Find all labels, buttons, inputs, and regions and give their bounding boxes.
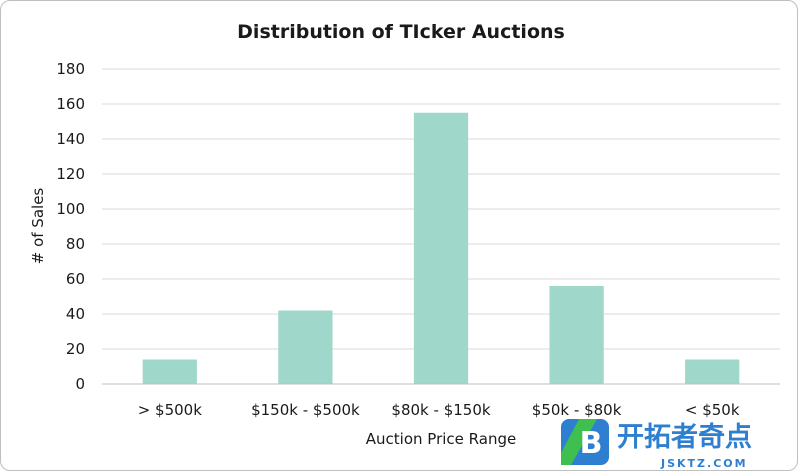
- y-tick-label: 0: [75, 375, 85, 393]
- y-tick-label: 180: [56, 60, 85, 78]
- y-tick-label: 40: [66, 305, 85, 323]
- x-tick-label: $150k - $500k: [251, 401, 360, 419]
- bar: [278, 310, 333, 384]
- x-tick-label: $80k - $150k: [391, 401, 490, 419]
- y-tick-label: 120: [56, 165, 85, 183]
- y-tick-label: 100: [56, 200, 85, 218]
- watermark: B 开拓者奇点 JSKTZ.COM: [561, 419, 752, 470]
- bar: [549, 286, 604, 384]
- bar: [142, 359, 197, 384]
- chart-title: Distribution of TIcker Auctions: [237, 21, 565, 43]
- y-tick-label: 140: [56, 130, 85, 148]
- x-tick-labels: > $500k $150k - $500k $80k - $150k $50k - $…: [138, 401, 740, 419]
- y-tick-label: 20: [66, 340, 85, 358]
- y-tick-label: 80: [66, 235, 85, 253]
- watermark-logo-letter: B: [580, 426, 603, 461]
- x-tick-label: $50k - $80k: [532, 401, 622, 419]
- y-tick-label: 60: [66, 270, 85, 288]
- bar: [685, 359, 740, 384]
- x-tick-label: > $500k: [138, 401, 203, 419]
- y-tick-label: 160: [56, 95, 85, 113]
- watermark-logo-accent: [561, 419, 597, 465]
- watermark-domain-text: JSKTZ.COM: [660, 457, 748, 470]
- y-tick-labels: 0 20 40 60 80 100 120 140 160 180: [56, 60, 85, 393]
- x-tick-label: < $50k: [685, 401, 740, 419]
- x-axis-title: Auction Price Range: [366, 430, 516, 448]
- y-axis-title: # of Sales: [29, 188, 47, 265]
- bars: [142, 112, 740, 384]
- watermark-brand-text: 开拓者奇点: [617, 422, 752, 453]
- bar: [413, 112, 469, 384]
